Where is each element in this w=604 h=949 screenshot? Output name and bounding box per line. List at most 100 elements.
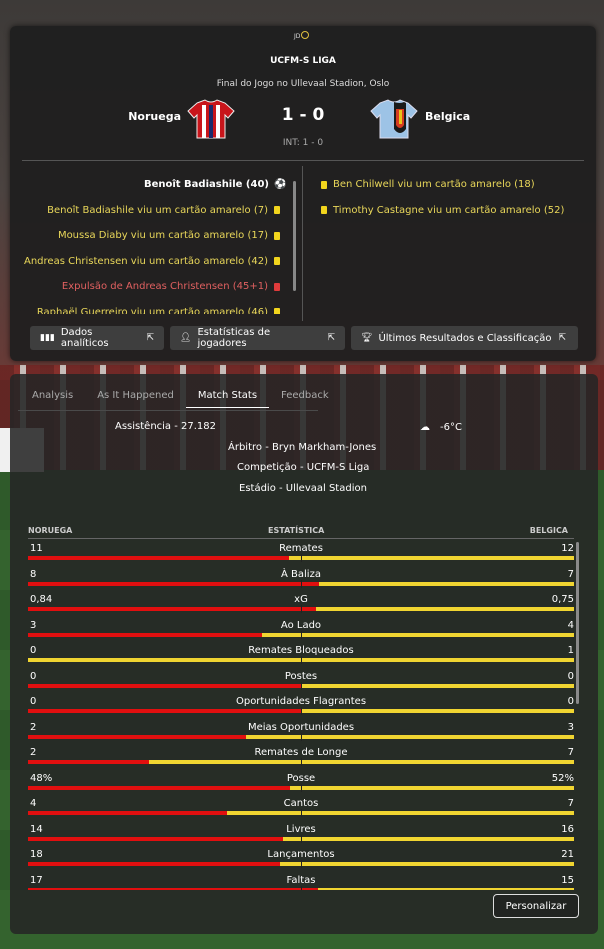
stats-scrollbar[interactable] xyxy=(576,542,579,704)
stat-label: Oportunidades Flagrantes xyxy=(235,696,367,707)
away-events-list[interactable]: Ben Chilwell viu um cartão amarelo (18) T… xyxy=(315,172,585,314)
competition-logo-icon: JD xyxy=(293,30,311,40)
stat-row[interactable]: 2 Remates de Longe 7 xyxy=(28,746,574,772)
stats-list[interactable]: 11 Remates 12 8 À Baliza 7 0,84 xG 0,75 3 Ao Lado 4… xyxy=(28,542,574,890)
event-text: Ben Chilwell viu um cartão amarelo (18) xyxy=(333,179,535,191)
away-team-name[interactable]: Belgica xyxy=(425,110,471,123)
event-item[interactable]: Benoît Badiashile (40) ⚽ xyxy=(10,172,286,198)
stat-label: Remates xyxy=(279,543,323,554)
external-link-icon: ⇱ xyxy=(146,333,154,343)
bar-center-marker xyxy=(301,579,302,588)
tab-as-it-happened[interactable]: As It Happened xyxy=(97,390,174,401)
yellow-card-icon xyxy=(274,308,280,314)
away-stat-value: 0 xyxy=(567,696,574,707)
tab-feedback[interactable]: Feedback xyxy=(281,390,329,401)
stat-comparison-bar xyxy=(28,885,574,890)
event-item[interactable]: Benoît Badiashile viu um cartão amarelo … xyxy=(10,198,286,224)
bar-center-marker xyxy=(301,630,302,639)
event-item[interactable]: Ben Chilwell viu um cartão amarelo (18) xyxy=(315,172,585,198)
event-text: Timothy Castagne viu um cartão amarelo (… xyxy=(333,204,565,216)
venue-line: Final do Jogo no Ullevaal Stadion, Oslo xyxy=(216,79,390,89)
stat-comparison-bar xyxy=(28,656,574,664)
away-stat-value: 16 xyxy=(561,823,574,835)
stat-row[interactable]: 3 Ao Lado 4 xyxy=(28,619,574,645)
stat-row[interactable]: 2 Meias Oportunidades 3 xyxy=(28,721,574,747)
tab-match-stats[interactable]: Match Stats xyxy=(185,388,270,408)
stat-row[interactable]: 0 Remates Bloqueados 1 xyxy=(28,644,574,670)
event-item[interactable]: Moussa Diaby viu um cartão amarelo (17) xyxy=(10,223,286,249)
personalize-button[interactable]: Personalizar xyxy=(493,894,579,918)
match-summary-panel: JD UCFM-S LIGA Final do Jogo no Ullevaal… xyxy=(10,26,596,361)
home-stat-value: 2 xyxy=(30,747,37,758)
player-stats-button[interactable]: 👤︎ Estatísticas de jogadores ⇱ xyxy=(170,326,345,350)
away-stat-value: 1 xyxy=(567,645,574,656)
bar-center-marker xyxy=(301,605,302,613)
external-link-icon: ⇱ xyxy=(558,333,566,343)
home-share-fill xyxy=(28,887,318,890)
stat-column-header: ESTATÍSTICA xyxy=(268,526,325,535)
stat-label: xG xyxy=(294,594,308,605)
stat-label: Remates de Longe xyxy=(254,747,348,758)
away-stat-value: 3 xyxy=(567,721,574,733)
home-events-list[interactable]: Benoît Badiashile (40) ⚽ Benoît Badiashile… xyxy=(10,172,286,314)
home-team-name[interactable]: Noruega xyxy=(128,110,181,123)
ball-icon: ⚽ xyxy=(274,179,286,191)
divider xyxy=(22,160,584,161)
home-stat-value: 4 xyxy=(30,798,37,809)
away-kit-icon[interactable] xyxy=(370,99,418,139)
yellow-card-icon xyxy=(274,257,280,266)
stat-label: Ao Lado xyxy=(280,619,322,631)
stat-row[interactable]: 0,84 xG 0,75 xyxy=(28,593,574,619)
home-stat-value: 17 xyxy=(30,874,43,886)
event-text: Moussa Diaby viu um cartão amarelo (17) xyxy=(57,230,268,242)
home-stat-value: 0,84 xyxy=(30,594,53,605)
event-text: Expulsão de Andreas Christensen (45+1) xyxy=(61,281,268,293)
stat-comparison-bar xyxy=(28,758,574,766)
svg-text:JD: JD xyxy=(293,33,301,40)
yellow-card-icon xyxy=(321,206,327,215)
stat-row[interactable]: 17 Faltas 15 xyxy=(28,874,574,890)
weather-icon: ☁ xyxy=(420,422,430,433)
away-stat-value: 4 xyxy=(567,619,574,631)
analytics-button[interactable]: ▮▮▮ Dados analíticos ⇱ xyxy=(30,326,164,350)
events-scrollbar[interactable] xyxy=(293,181,296,291)
stat-row[interactable]: 18 Lançamentos 21 xyxy=(28,848,574,874)
stat-row[interactable]: 0 Oportunidades Flagrantes 0 xyxy=(28,695,574,721)
bar-center-marker xyxy=(301,809,302,817)
stat-comparison-bar xyxy=(28,605,574,613)
home-share-fill xyxy=(28,760,150,764)
stat-label: À Baliza xyxy=(281,568,321,580)
stat-row[interactable]: 4 Cantos 7 xyxy=(28,797,574,823)
tab-analysis[interactable]: Analysis xyxy=(32,390,74,401)
home-share-fill xyxy=(28,556,289,560)
home-share-fill xyxy=(28,811,227,815)
results-button[interactable]: 🏆︎ Últimos Resultados e Classificação ⇱ xyxy=(351,326,578,350)
bar-center-marker xyxy=(301,783,302,792)
stat-row[interactable]: 11 Remates 12 xyxy=(28,542,574,568)
stat-row[interactable]: 48% Posse 52% xyxy=(28,772,574,798)
home-share-fill xyxy=(28,734,247,739)
stat-row[interactable]: 8 À Baliza 7 xyxy=(28,568,574,594)
stat-row[interactable]: 14 Livres 16 xyxy=(28,823,574,849)
bar-center-marker xyxy=(301,707,302,715)
bar-center-marker xyxy=(301,732,302,741)
external-link-icon: ⇱ xyxy=(327,333,335,343)
stat-comparison-bar xyxy=(28,579,574,588)
stat-label: Livres xyxy=(286,823,316,835)
event-item[interactable]: Raphaël Guerreiro viu um cartão amarelo … xyxy=(10,300,286,314)
stat-comparison-bar xyxy=(28,834,574,843)
event-item[interactable]: Andreas Christensen viu um cartão amarel… xyxy=(10,249,286,275)
bar-center-marker xyxy=(301,554,302,562)
stat-label: Meias Oportunidades xyxy=(247,721,355,733)
event-item[interactable]: Expulsão de Andreas Christensen (45+1) xyxy=(10,274,286,300)
stat-comparison-bar xyxy=(28,732,574,741)
home-share-fill xyxy=(28,683,301,688)
home-stat-value: 18 xyxy=(30,849,43,860)
event-item[interactable]: Timothy Castagne viu um cartão amarelo (… xyxy=(315,198,585,224)
panel-buttons: ▮▮▮ Dados analíticos ⇱ 👤︎ Estatísticas d… xyxy=(30,326,578,350)
home-kit-icon[interactable] xyxy=(187,99,235,139)
yellow-card-icon xyxy=(321,180,327,189)
yellow-card-icon xyxy=(274,231,280,240)
stat-row[interactable]: 0 Postes 0 xyxy=(28,670,574,696)
away-column-header: BELGICA xyxy=(529,526,568,535)
